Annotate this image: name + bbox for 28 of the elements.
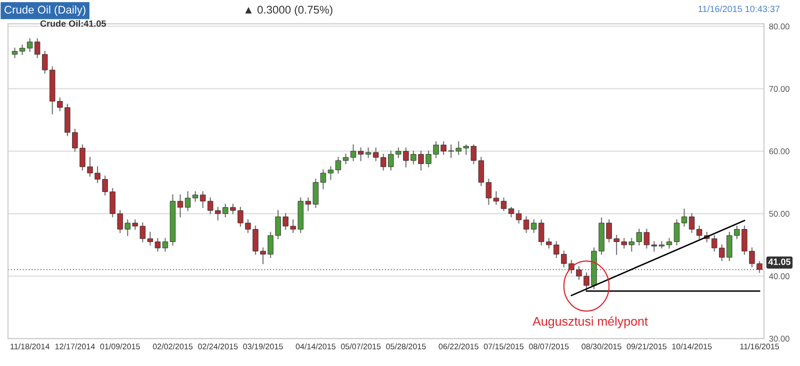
x-tick-label: 02/02/2015 [152, 343, 193, 350]
y-tick-label: 70.00 [769, 86, 790, 92]
x-tick-label: 02/24/2015 [198, 343, 238, 350]
y-tick-label: 30.00 [769, 336, 790, 342]
y-tick-label: 60.00 [769, 148, 790, 154]
x-tick-label: 11/16/2015 [740, 343, 780, 350]
x-tick-label: 05/07/2015 [340, 343, 381, 350]
x-tick-label: 07/15/2015 [484, 343, 524, 350]
x-tick-label: 01/09/2015 [100, 343, 140, 350]
x-tick-label: 11/18/2014 [10, 343, 50, 350]
x-tick-label: 08/30/2015 [582, 343, 622, 350]
ref-line-label: 41.05 [768, 258, 791, 265]
annotation: Augusztusi mélypont [532, 316, 648, 328]
annotation: Crude Oil:41.05 [40, 20, 106, 27]
x-tick-label: 05/28/2015 [386, 343, 426, 350]
chart-subtitle: ▲ 0.3000 (0.75%) [245, 5, 332, 16]
x-tick-label: 03/19/2015 [243, 343, 283, 350]
x-tick-label: 04/14/2015 [296, 343, 336, 350]
x-tick-label: 10/14/2015 [672, 343, 712, 350]
chart-title: Crude Oil (Daily) [4, 5, 86, 16]
y-tick-label: 50.00 [769, 210, 790, 217]
x-tick-label: 12/17/2014 [55, 343, 95, 350]
x-tick-label: 08/07/2015 [529, 343, 569, 350]
text: 11/16/2015 10:43:37 [698, 5, 780, 12]
x-tick-label: 09/21/2015 [626, 343, 666, 350]
y-tick-label: 80.00 [769, 23, 790, 30]
y-tick-label: 40.00 [769, 273, 790, 280]
x-tick-label: 06/22/2015 [438, 343, 478, 350]
